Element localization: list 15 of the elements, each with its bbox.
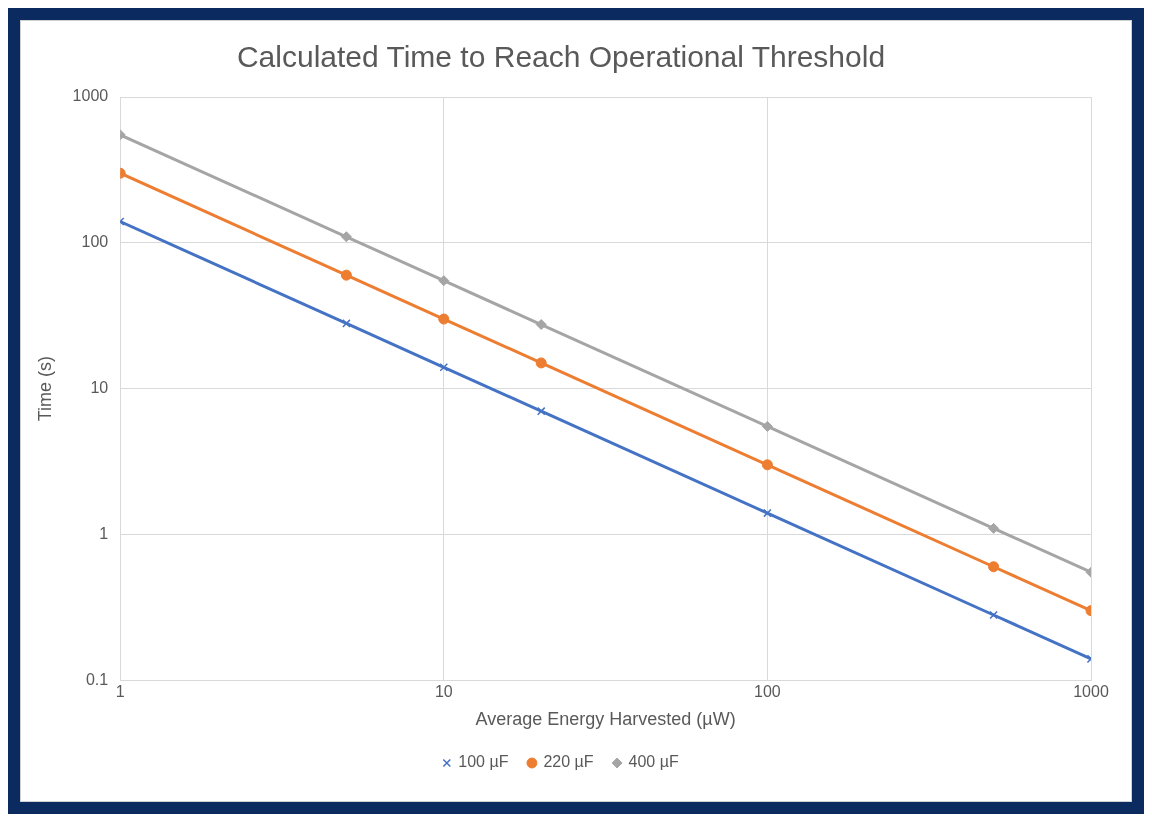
y-axis-title: Time (s) [34, 355, 55, 422]
y-tick-label: 1 [99, 524, 109, 542]
y-tick-label: 0.1 [85, 670, 109, 688]
legend-label: 220 µF [543, 753, 594, 771]
legend-label: 400 µF [628, 753, 679, 771]
x-tick-label: 100 [754, 683, 781, 701]
y-tick-label: 100 [81, 233, 109, 251]
y-tick-label: 10 [90, 379, 109, 397]
x-axis-title: Average Energy Harvested (µW) [475, 709, 736, 730]
legend-label: 100 µF [458, 753, 509, 771]
x-tick-label: 10 [434, 683, 453, 701]
x-tick-label: 1000 [1073, 683, 1109, 701]
y-tick-label: 1000 [72, 87, 109, 105]
chart-title: Calculated Time to Reach Operational Threshold [236, 40, 886, 74]
x-tick-label: 1 [115, 683, 125, 701]
